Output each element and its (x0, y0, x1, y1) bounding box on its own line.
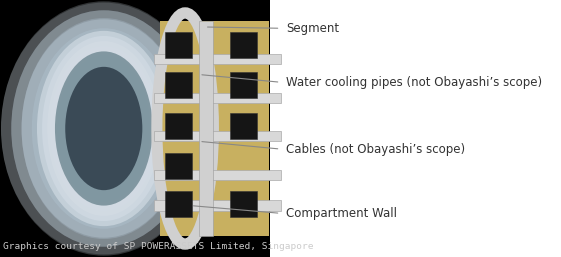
Ellipse shape (21, 18, 186, 239)
Bar (230, 191, 257, 217)
Text: Cables (not Obayashi’s scope): Cables (not Obayashi’s scope) (286, 143, 465, 155)
Bar (154, 200, 280, 211)
Text: Graphics courtesy of SP POWERASSETS Limited, Singapore: Graphics courtesy of SP POWERASSETS Limi… (3, 242, 313, 251)
Bar (230, 72, 257, 98)
Bar (165, 113, 192, 139)
Ellipse shape (58, 55, 150, 202)
Bar (165, 72, 192, 98)
Ellipse shape (37, 31, 171, 226)
Bar (154, 131, 280, 141)
Ellipse shape (32, 28, 176, 229)
Ellipse shape (21, 19, 186, 238)
Bar (154, 93, 280, 103)
Ellipse shape (11, 10, 196, 247)
Bar (230, 32, 257, 58)
Ellipse shape (1, 1, 206, 256)
Bar (160, 21, 269, 236)
Bar (230, 113, 257, 139)
Bar (165, 191, 192, 217)
Ellipse shape (42, 36, 165, 221)
Bar (154, 170, 280, 180)
Bar (199, 21, 213, 236)
Ellipse shape (55, 51, 153, 206)
Ellipse shape (1, 3, 206, 254)
Text: Water cooling pipes (not Obayashi’s scope): Water cooling pipes (not Obayashi’s scop… (286, 76, 542, 89)
Bar (165, 32, 192, 58)
Text: Segment: Segment (286, 22, 339, 35)
Ellipse shape (65, 67, 142, 190)
Ellipse shape (50, 46, 158, 211)
Bar (165, 153, 192, 179)
Bar (154, 54, 280, 64)
Ellipse shape (47, 41, 160, 216)
Bar (270, 0, 561, 257)
Ellipse shape (11, 10, 196, 247)
Text: Compartment Wall: Compartment Wall (286, 207, 397, 220)
